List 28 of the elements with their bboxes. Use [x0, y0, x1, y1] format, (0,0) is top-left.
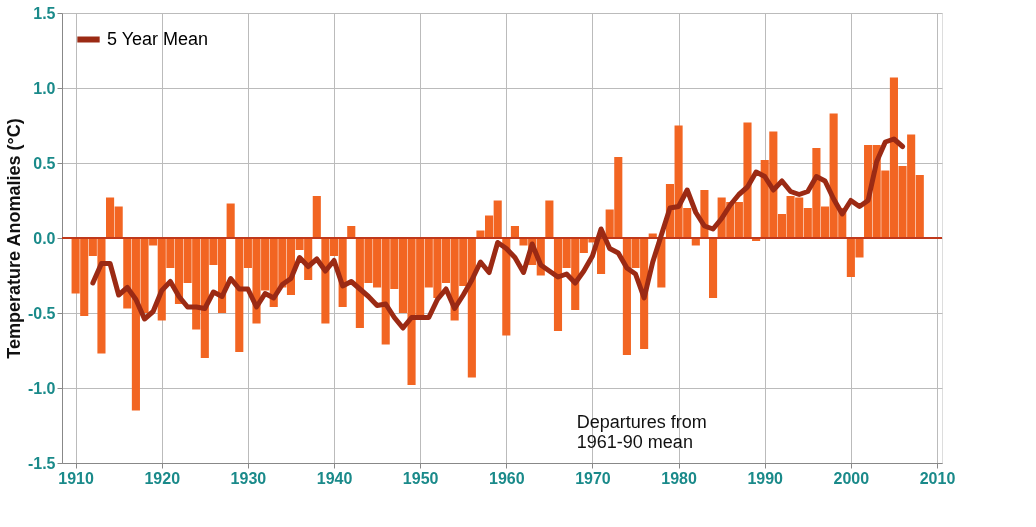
x-tick-label: 1940 [316, 469, 353, 487]
x-tick-label: 1910 [58, 469, 95, 487]
x-tick-label: 1920 [144, 469, 181, 487]
y-tick-label: 0.5 [33, 154, 56, 172]
y-tick-label: 0.0 [33, 229, 56, 247]
y-axis-title: Temperature Anomalies (°C) [3, 118, 24, 359]
x-tick-label: 1960 [489, 469, 525, 487]
y-tick-label: -0.5 [27, 304, 56, 322]
legend-label: 5 Year Mean [107, 28, 209, 49]
y-tick-label: 1.0 [33, 79, 56, 97]
x-tick-label: 2010 [919, 469, 956, 487]
bar [312, 196, 321, 238]
x-tick-label: 1980 [661, 469, 697, 487]
x-tick-label: 2000 [833, 469, 870, 487]
y-tick-label: 1.5 [33, 4, 56, 22]
bar [708, 238, 718, 298]
annotation: Departures from 1961-90 mean [576, 411, 707, 452]
x-tick-label: 1950 [402, 469, 439, 487]
x-tick-label: 1930 [230, 469, 267, 487]
bar [226, 203, 235, 238]
x-tick-label: 1970 [575, 469, 611, 487]
bar [502, 238, 511, 336]
bar [347, 226, 356, 238]
bar [545, 200, 554, 238]
y-tick-label: -1.0 [27, 379, 56, 397]
x-tick-label: 1990 [747, 469, 784, 487]
y-tick-label: -1.5 [27, 454, 56, 472]
bar [510, 226, 519, 238]
